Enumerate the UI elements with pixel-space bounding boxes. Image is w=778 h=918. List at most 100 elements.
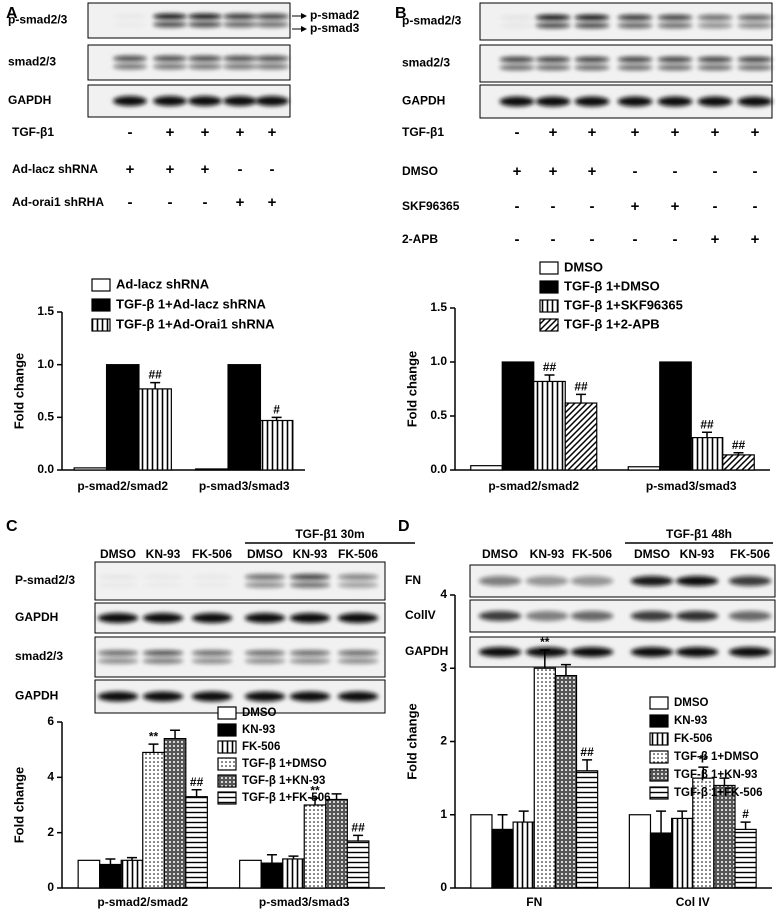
- condition-sign: -: [203, 194, 208, 211]
- bar: [533, 667, 556, 889]
- blot-band: [525, 647, 569, 657]
- blot-band: [570, 647, 614, 657]
- blot-box: [87, 2, 291, 39]
- blot-band: [617, 64, 653, 71]
- significance: **: [149, 729, 159, 743]
- blot-band: [574, 96, 610, 107]
- blot-band: [97, 658, 139, 664]
- blot-band: [113, 55, 147, 62]
- condition-label: TGF-β1: [12, 125, 54, 139]
- legend-label: KN-93: [674, 715, 707, 727]
- condition-sign: +: [751, 124, 760, 141]
- blot-band: [697, 14, 733, 21]
- legend-swatch: [217, 757, 237, 771]
- condition-sign: -: [515, 198, 520, 215]
- blot-band: [535, 96, 571, 107]
- blot-band: [728, 647, 772, 657]
- condition-sign: +: [549, 163, 558, 180]
- blot-band: [535, 56, 571, 63]
- bar: [659, 361, 692, 471]
- blot-band: [244, 582, 286, 588]
- condition-sign: +: [671, 198, 680, 215]
- blot-band: [289, 691, 331, 702]
- blot-band: [255, 63, 289, 70]
- blot-band: [574, 14, 610, 21]
- blot-band: [188, 55, 222, 62]
- blot-band: [97, 691, 139, 702]
- blot-band: [143, 574, 184, 580]
- blot-row-label: GAPDH: [402, 94, 445, 108]
- blot-band: [737, 64, 773, 71]
- blot-band: [191, 658, 233, 664]
- condition-sign: +: [711, 231, 720, 248]
- significance: **: [310, 783, 320, 797]
- blot-band: [675, 611, 719, 621]
- legend-label: DMSO: [674, 697, 709, 709]
- blot-band: [657, 56, 693, 63]
- legend-swatch: [217, 791, 237, 805]
- error-bar: [271, 416, 282, 421]
- y-tick-label: 0.0: [430, 462, 447, 476]
- y-tick-label: 4: [47, 770, 54, 784]
- error-bar: [702, 431, 712, 438]
- legend-label: DMSO: [564, 259, 603, 274]
- blot-row-label: smad2/3: [15, 649, 63, 663]
- bar: [649, 832, 673, 889]
- error-bar: [105, 858, 116, 865]
- blot-band: [255, 13, 289, 20]
- blot-band: [617, 14, 653, 21]
- condition-sign: -: [238, 161, 243, 178]
- blot-band: [191, 613, 233, 623]
- x-tick-label: FN: [526, 895, 542, 909]
- y-tick-label: 0.0: [37, 462, 54, 476]
- blot-band: [574, 56, 610, 63]
- blot-band: [478, 576, 522, 586]
- error-bar: [150, 381, 161, 389]
- treatment-header: TGF-β1 30m: [295, 527, 364, 541]
- significance: ##: [732, 438, 746, 452]
- blot-band: [289, 658, 331, 664]
- bar: [722, 454, 755, 471]
- blot-band: [192, 582, 233, 588]
- bar: [227, 364, 262, 471]
- blot-band: [223, 96, 257, 106]
- blot-band: [570, 576, 614, 586]
- y-axis-label: Fold change: [11, 353, 26, 430]
- blot-band: [188, 96, 222, 106]
- condition-sign: -: [128, 194, 133, 211]
- condition-sign: +: [751, 231, 760, 248]
- blot-band: [478, 647, 522, 657]
- legend-label: KN-93: [242, 724, 275, 736]
- legend-swatch: [91, 318, 111, 332]
- blot-band: [191, 650, 233, 656]
- blot-row-label: CollV: [405, 608, 436, 622]
- bar: [575, 770, 599, 889]
- blot-band: [255, 21, 289, 28]
- blot-band: [337, 574, 379, 580]
- condition-sign: -: [551, 198, 556, 215]
- y-tick-label: 0: [440, 880, 447, 894]
- x-tick-label: p-smad3/smad3: [199, 479, 290, 493]
- legend-swatch: [539, 299, 559, 313]
- error-bar: [288, 855, 299, 859]
- bar: [734, 828, 757, 889]
- band-label: p-smad2: [310, 8, 360, 22]
- condition-sign: +: [268, 124, 277, 141]
- bar: [713, 784, 736, 889]
- legend-label: TGF-β 1+FK-506: [674, 787, 763, 799]
- blot-row-label: GAPDH: [15, 610, 58, 624]
- error-bar: [331, 793, 342, 800]
- blot-band: [142, 650, 184, 656]
- condition-sign: -: [590, 198, 595, 215]
- condition-sign: +: [671, 124, 680, 141]
- condition-sign: +: [166, 124, 175, 141]
- lane-label: DMSO: [100, 547, 136, 561]
- blot-band: [737, 14, 773, 21]
- lane-label: FK-506: [192, 547, 232, 561]
- blot-band: [499, 56, 535, 63]
- blot-band: [142, 613, 184, 623]
- legend-label: TGF-β 1+KN-93: [674, 769, 757, 781]
- blot-band: [113, 63, 147, 70]
- y-tick-label: 0.5: [430, 408, 447, 422]
- legend-label: DMSO: [242, 707, 277, 719]
